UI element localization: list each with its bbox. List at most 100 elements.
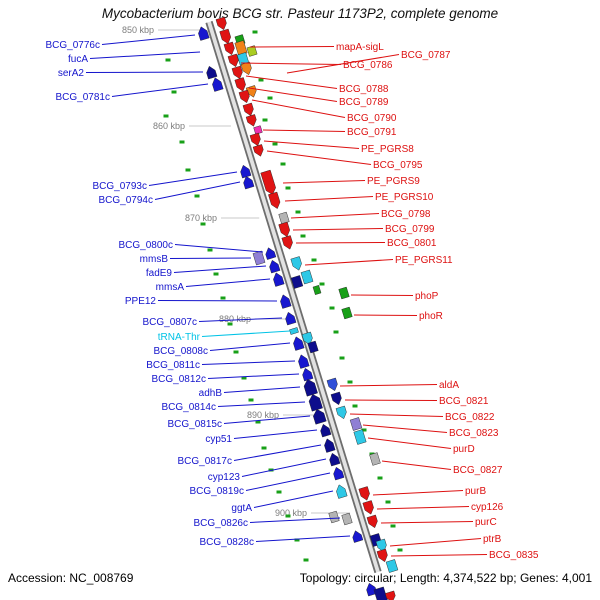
gene-label[interactable]: PE_PGRS10 xyxy=(375,192,434,203)
gene-glyph[interactable] xyxy=(197,25,210,41)
gene-label[interactable]: ptrB xyxy=(483,534,502,545)
gene-glyph[interactable] xyxy=(281,235,294,250)
gene-glyph[interactable] xyxy=(205,65,218,80)
gene-glyph[interactable] xyxy=(366,514,379,529)
gene-label[interactable]: fadE9 xyxy=(146,268,173,279)
gene-glyph[interactable] xyxy=(312,285,322,295)
gene-glyph[interactable] xyxy=(312,408,327,425)
gene-glyph[interactable] xyxy=(365,582,378,597)
gene-glyph[interactable] xyxy=(242,175,255,190)
gene-glyph[interactable] xyxy=(252,250,266,266)
gene-label[interactable]: aldA xyxy=(439,380,459,391)
gene-glyph[interactable] xyxy=(290,256,303,271)
gene-glyph[interactable] xyxy=(358,486,371,501)
gene-glyph[interactable] xyxy=(238,89,251,104)
gene-glyph[interactable] xyxy=(260,169,278,196)
gene-glyph[interactable] xyxy=(249,132,262,147)
gene-label[interactable]: BCG_0823 xyxy=(449,428,499,439)
gene-glyph[interactable] xyxy=(231,65,244,80)
gene-label[interactable]: BCG_0835 xyxy=(489,550,539,561)
gene-glyph[interactable] xyxy=(236,52,250,66)
gene-label[interactable]: BCG_0828c xyxy=(200,537,254,548)
gene-label[interactable]: purD xyxy=(453,444,475,455)
gene-label[interactable]: phoR xyxy=(419,311,443,322)
gene-glyph[interactable] xyxy=(223,41,236,56)
gene-label[interactable]: BCG_0819c xyxy=(190,486,244,497)
gene-label[interactable]: mmsB xyxy=(140,254,169,265)
gene-glyph[interactable] xyxy=(335,405,348,420)
gene-glyph[interactable] xyxy=(301,367,314,382)
gene-label[interactable]: BCG_0800c xyxy=(119,240,173,251)
gene-label[interactable]: BCG_0808c xyxy=(154,346,208,357)
gene-glyph[interactable] xyxy=(268,259,281,274)
gene-glyph[interactable] xyxy=(290,275,304,289)
gene-glyph[interactable] xyxy=(297,353,310,369)
gene-glyph[interactable] xyxy=(279,293,292,309)
gene-glyph[interactable] xyxy=(272,271,285,287)
gene-glyph[interactable] xyxy=(341,306,353,320)
gene-glyph[interactable] xyxy=(246,45,258,57)
gene-label[interactable]: cyp51 xyxy=(205,434,232,445)
gene-label[interactable]: BCG_0826c xyxy=(194,518,248,529)
gene-label[interactable]: BCG_0787 xyxy=(401,50,451,61)
gene-label[interactable]: cyp123 xyxy=(208,472,241,483)
gene-glyph[interactable] xyxy=(245,114,258,127)
gene-glyph[interactable] xyxy=(332,466,345,481)
gene-glyph[interactable] xyxy=(278,211,290,225)
gene-glyph[interactable] xyxy=(219,28,233,45)
gene-label[interactable]: mapA-sigL xyxy=(336,42,384,53)
gene-glyph[interactable] xyxy=(227,53,240,68)
gene-label[interactable]: BCG_0776c xyxy=(46,40,100,51)
gene-glyph[interactable] xyxy=(307,340,319,354)
gene-glyph[interactable] xyxy=(351,529,364,543)
gene-label[interactable]: BCG_0811c xyxy=(146,360,200,371)
gene-glyph[interactable] xyxy=(326,377,339,392)
gene-label[interactable]: PE_PGRS8 xyxy=(361,144,414,155)
gene-label[interactable]: adhB xyxy=(199,388,223,399)
gene-label[interactable]: PE_PGRS11 xyxy=(395,255,453,266)
gene-glyph[interactable] xyxy=(264,246,277,260)
gene-label[interactable]: BCG_0822 xyxy=(445,412,495,423)
gene-label[interactable]: BCG_0827 xyxy=(453,465,503,476)
gene-glyph[interactable] xyxy=(234,77,247,92)
gene-label[interactable]: tRNA-Thr xyxy=(158,332,201,343)
gene-glyph[interactable] xyxy=(284,311,297,326)
gene-glyph[interactable] xyxy=(289,327,299,335)
gene-label[interactable]: BCG_0812c xyxy=(152,374,206,385)
gene-glyph[interactable] xyxy=(384,590,397,600)
gene-glyph[interactable] xyxy=(252,144,265,157)
gene-label[interactable]: BCG_0799 xyxy=(385,224,435,235)
gene-label[interactable]: BCG_0781c xyxy=(56,92,110,103)
gene-glyph[interactable] xyxy=(215,16,228,31)
gene-glyph[interactable] xyxy=(300,269,314,285)
gene-label[interactable]: BCG_0795 xyxy=(373,160,423,171)
gene-glyph[interactable] xyxy=(349,417,363,431)
gene-label[interactable]: PE_PGRS9 xyxy=(367,176,420,187)
gene-glyph[interactable] xyxy=(323,437,336,453)
gene-glyph[interactable] xyxy=(369,452,381,466)
gene-glyph[interactable] xyxy=(240,61,253,76)
gene-label[interactable]: ggtA xyxy=(231,503,252,514)
gene-label[interactable]: BCG_0791 xyxy=(347,127,397,138)
gene-glyph[interactable] xyxy=(338,286,350,300)
gene-glyph[interactable] xyxy=(376,548,389,563)
gene-label[interactable]: PPE12 xyxy=(125,296,157,307)
gene-glyph[interactable] xyxy=(335,483,348,499)
gene-glyph[interactable] xyxy=(341,512,353,526)
gene-label[interactable]: BCG_0815c xyxy=(168,419,222,430)
gene-glyph[interactable] xyxy=(319,423,332,438)
gene-label[interactable]: mmsA xyxy=(156,282,185,293)
gene-label[interactable]: purB xyxy=(465,486,486,497)
gene-label[interactable]: BCG_0788 xyxy=(339,84,389,95)
gene-label[interactable]: BCG_0794c xyxy=(99,195,153,206)
gene-label[interactable]: fucA xyxy=(68,54,88,65)
gene-glyph[interactable] xyxy=(330,391,343,406)
gene-glyph[interactable] xyxy=(211,76,224,92)
gene-label[interactable]: BCG_0790 xyxy=(347,113,397,124)
gene-glyph[interactable] xyxy=(242,102,255,117)
gene-glyph[interactable] xyxy=(385,559,399,573)
gene-label[interactable]: BCG_0798 xyxy=(381,209,431,220)
gene-label[interactable]: BCG_0793c xyxy=(93,181,147,192)
gene-label[interactable]: BCG_0807c xyxy=(143,317,197,328)
gene-label[interactable]: BCG_0786 xyxy=(343,60,393,71)
